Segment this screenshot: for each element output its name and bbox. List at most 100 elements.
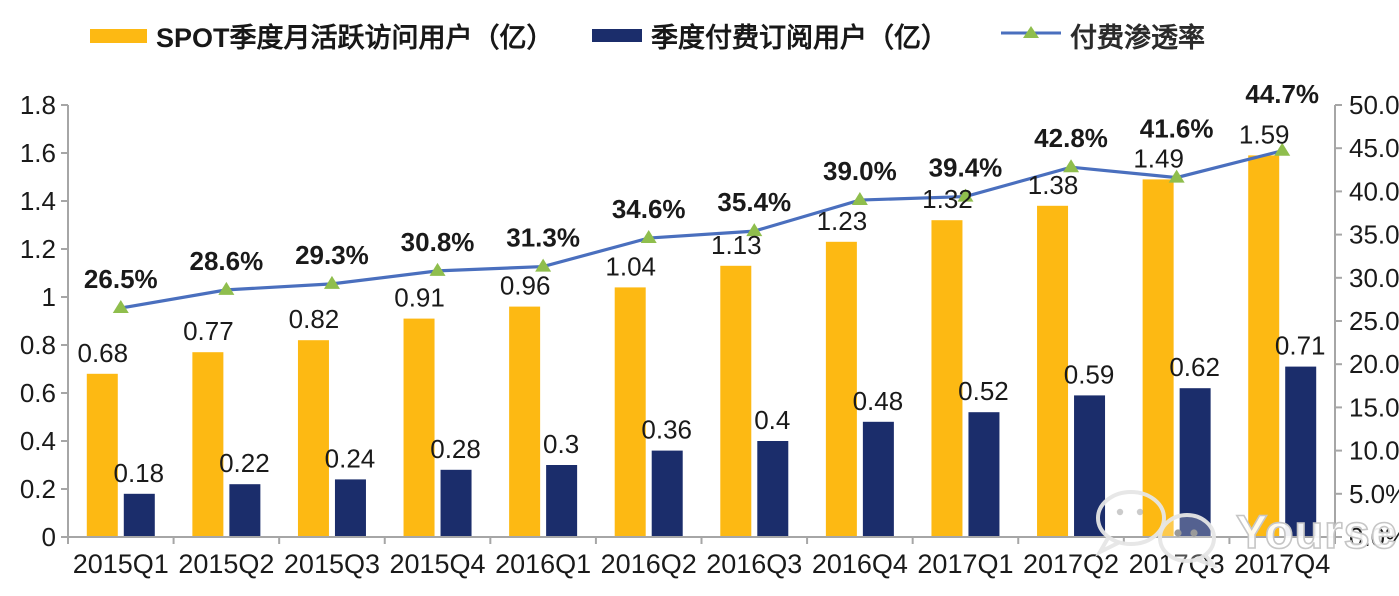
y-axis-label-left: 0.8	[20, 330, 56, 360]
bar-value-label-mau: 0.82	[289, 304, 340, 334]
bar-value-label-subs: 0.52	[958, 376, 1009, 406]
y-axis-label-right: 20.0%	[1349, 349, 1399, 379]
penetration-value-label: 28.6%	[190, 246, 264, 276]
bar-mau	[825, 241, 857, 538]
penetration-value-label: 39.4%	[929, 153, 1003, 183]
y-axis-label-left: 1.8	[20, 90, 56, 120]
bar-subs	[651, 450, 683, 537]
x-axis-label: 2016Q3	[706, 549, 802, 579]
x-axis-label: 2016Q2	[601, 549, 697, 579]
bar-subs	[1285, 366, 1317, 537]
penetration-marker	[218, 281, 235, 295]
x-axis-label: 2016Q4	[812, 549, 908, 579]
bar-value-label-subs: 0.24	[325, 443, 376, 473]
bar-subs	[440, 469, 472, 537]
penetration-marker	[640, 230, 657, 244]
penetration-value-label: 26.5%	[84, 264, 158, 294]
bar-value-label-subs: 0.28	[430, 434, 481, 464]
bar-value-label-mau: 1.49	[1133, 143, 1184, 173]
bar-value-label-mau: 1.23	[817, 206, 868, 236]
legend-item-mau: SPOT季度月活跃访问用户（亿）	[90, 16, 554, 55]
bar-subs	[229, 484, 261, 537]
bar-value-label-subs: 0.59	[1064, 359, 1115, 389]
bar-value-label-mau: 1.13	[711, 230, 762, 260]
legend-item-subs: 季度付费订阅用户（亿）	[592, 16, 948, 55]
bar-value-label-subs: 0.22	[219, 448, 270, 478]
y-axis-label-right: 0.0%	[1349, 522, 1399, 552]
y-axis-label-right: 45.0%	[1349, 133, 1399, 163]
bar-mau	[614, 287, 646, 537]
penetration-value-label: 31.3%	[506, 223, 580, 253]
bar-subs	[334, 479, 366, 537]
bar-value-label-mau: 0.91	[394, 283, 445, 313]
penetration-marker	[535, 258, 552, 272]
penetration-marker	[957, 188, 974, 202]
penetration-marker	[429, 262, 446, 276]
bar-value-label-subs: 0.36	[641, 415, 692, 445]
y-axis-label-right: 40.0%	[1349, 176, 1399, 206]
penetration-marker	[1063, 159, 1080, 173]
bar-value-label-mau: 1.32	[922, 184, 973, 214]
x-axis-label: 2017Q3	[1129, 549, 1225, 579]
bar-mau	[192, 352, 224, 537]
y-axis-label-right: 50.0%	[1349, 90, 1399, 120]
bar-subs	[1179, 388, 1211, 537]
y-axis-label-left: 0.4	[20, 426, 56, 456]
penetration-marker	[112, 300, 129, 314]
chart-legend: SPOT季度月活跃访问用户（亿） 季度付费订阅用户（亿） 付费渗透率	[0, 0, 1399, 58]
bar-subs	[1074, 395, 1106, 537]
penetration-value-label: 35.4%	[717, 187, 791, 217]
penetration-value-label: 34.6%	[612, 194, 686, 224]
penetration-value-label: 30.8%	[401, 227, 475, 257]
bar-value-label-subs: 0.71	[1275, 331, 1326, 361]
y-axis-label-left: 1.4	[20, 186, 56, 216]
penetration-marker	[851, 192, 868, 206]
x-axis-label: 2015Q1	[73, 549, 169, 579]
bar-mau	[297, 340, 329, 537]
y-axis-label-right: 30.0%	[1349, 263, 1399, 293]
bar-subs	[862, 421, 894, 537]
bar-subs	[123, 493, 155, 537]
y-axis-label-right: 35.0%	[1349, 220, 1399, 250]
penetration-marker	[1274, 142, 1291, 156]
x-axis-label: 2016Q1	[495, 549, 591, 579]
x-axis-label: 2017Q2	[1023, 549, 1119, 579]
y-axis-label-right: 10.0%	[1349, 436, 1399, 466]
y-axis-label-left: 0.2	[20, 474, 56, 504]
x-axis-label: 2015Q4	[389, 549, 485, 579]
y-axis-label-right: 25.0%	[1349, 306, 1399, 336]
bar-mau	[1142, 179, 1174, 537]
y-axis-label-left: 1.6	[20, 138, 56, 168]
y-axis-label-left: 0.6	[20, 378, 56, 408]
legend-label-subs: 季度付费订阅用户（亿）	[651, 23, 948, 53]
penetration-value-label: 29.3%	[295, 240, 369, 270]
penetration-value-label: 42.8%	[1034, 123, 1108, 153]
x-axis-label: 2015Q2	[178, 549, 274, 579]
legend-item-penetration: 付费渗透率	[1001, 16, 1205, 55]
x-axis-label: 2017Q4	[1234, 549, 1330, 579]
bar-value-label-subs: 0.62	[1169, 352, 1220, 382]
bar-value-label-mau: 0.77	[183, 316, 234, 346]
y-axis-label-left: 1.2	[20, 234, 56, 264]
bar-subs	[968, 412, 1000, 537]
bar-mau	[1248, 155, 1280, 537]
penetration-line	[120, 149, 1283, 310]
bar-value-label-mau: 0.68	[77, 338, 128, 368]
legend-label-mau: SPOT季度月活跃访问用户（亿）	[156, 23, 554, 53]
x-axis-label: 2015Q3	[284, 549, 380, 579]
y-axis-label-right: 15.0%	[1349, 392, 1399, 422]
legend-label-penetration: 付费渗透率	[1070, 23, 1205, 53]
bar-subs	[546, 465, 578, 537]
bar-value-label-mau: 1.38	[1028, 170, 1079, 200]
bar-mau	[509, 306, 541, 537]
bar-mau	[931, 220, 963, 537]
penetration-marker	[1168, 169, 1185, 183]
bar-mau	[403, 318, 435, 537]
y-axis-label-left: 1	[42, 282, 56, 312]
line-marker-swatch	[1001, 24, 1061, 47]
bar-value-label-subs: 0.3	[543, 429, 579, 459]
bar-value-label-subs: 0.48	[853, 386, 904, 416]
bar-value-label-subs: 0.4	[754, 405, 790, 435]
